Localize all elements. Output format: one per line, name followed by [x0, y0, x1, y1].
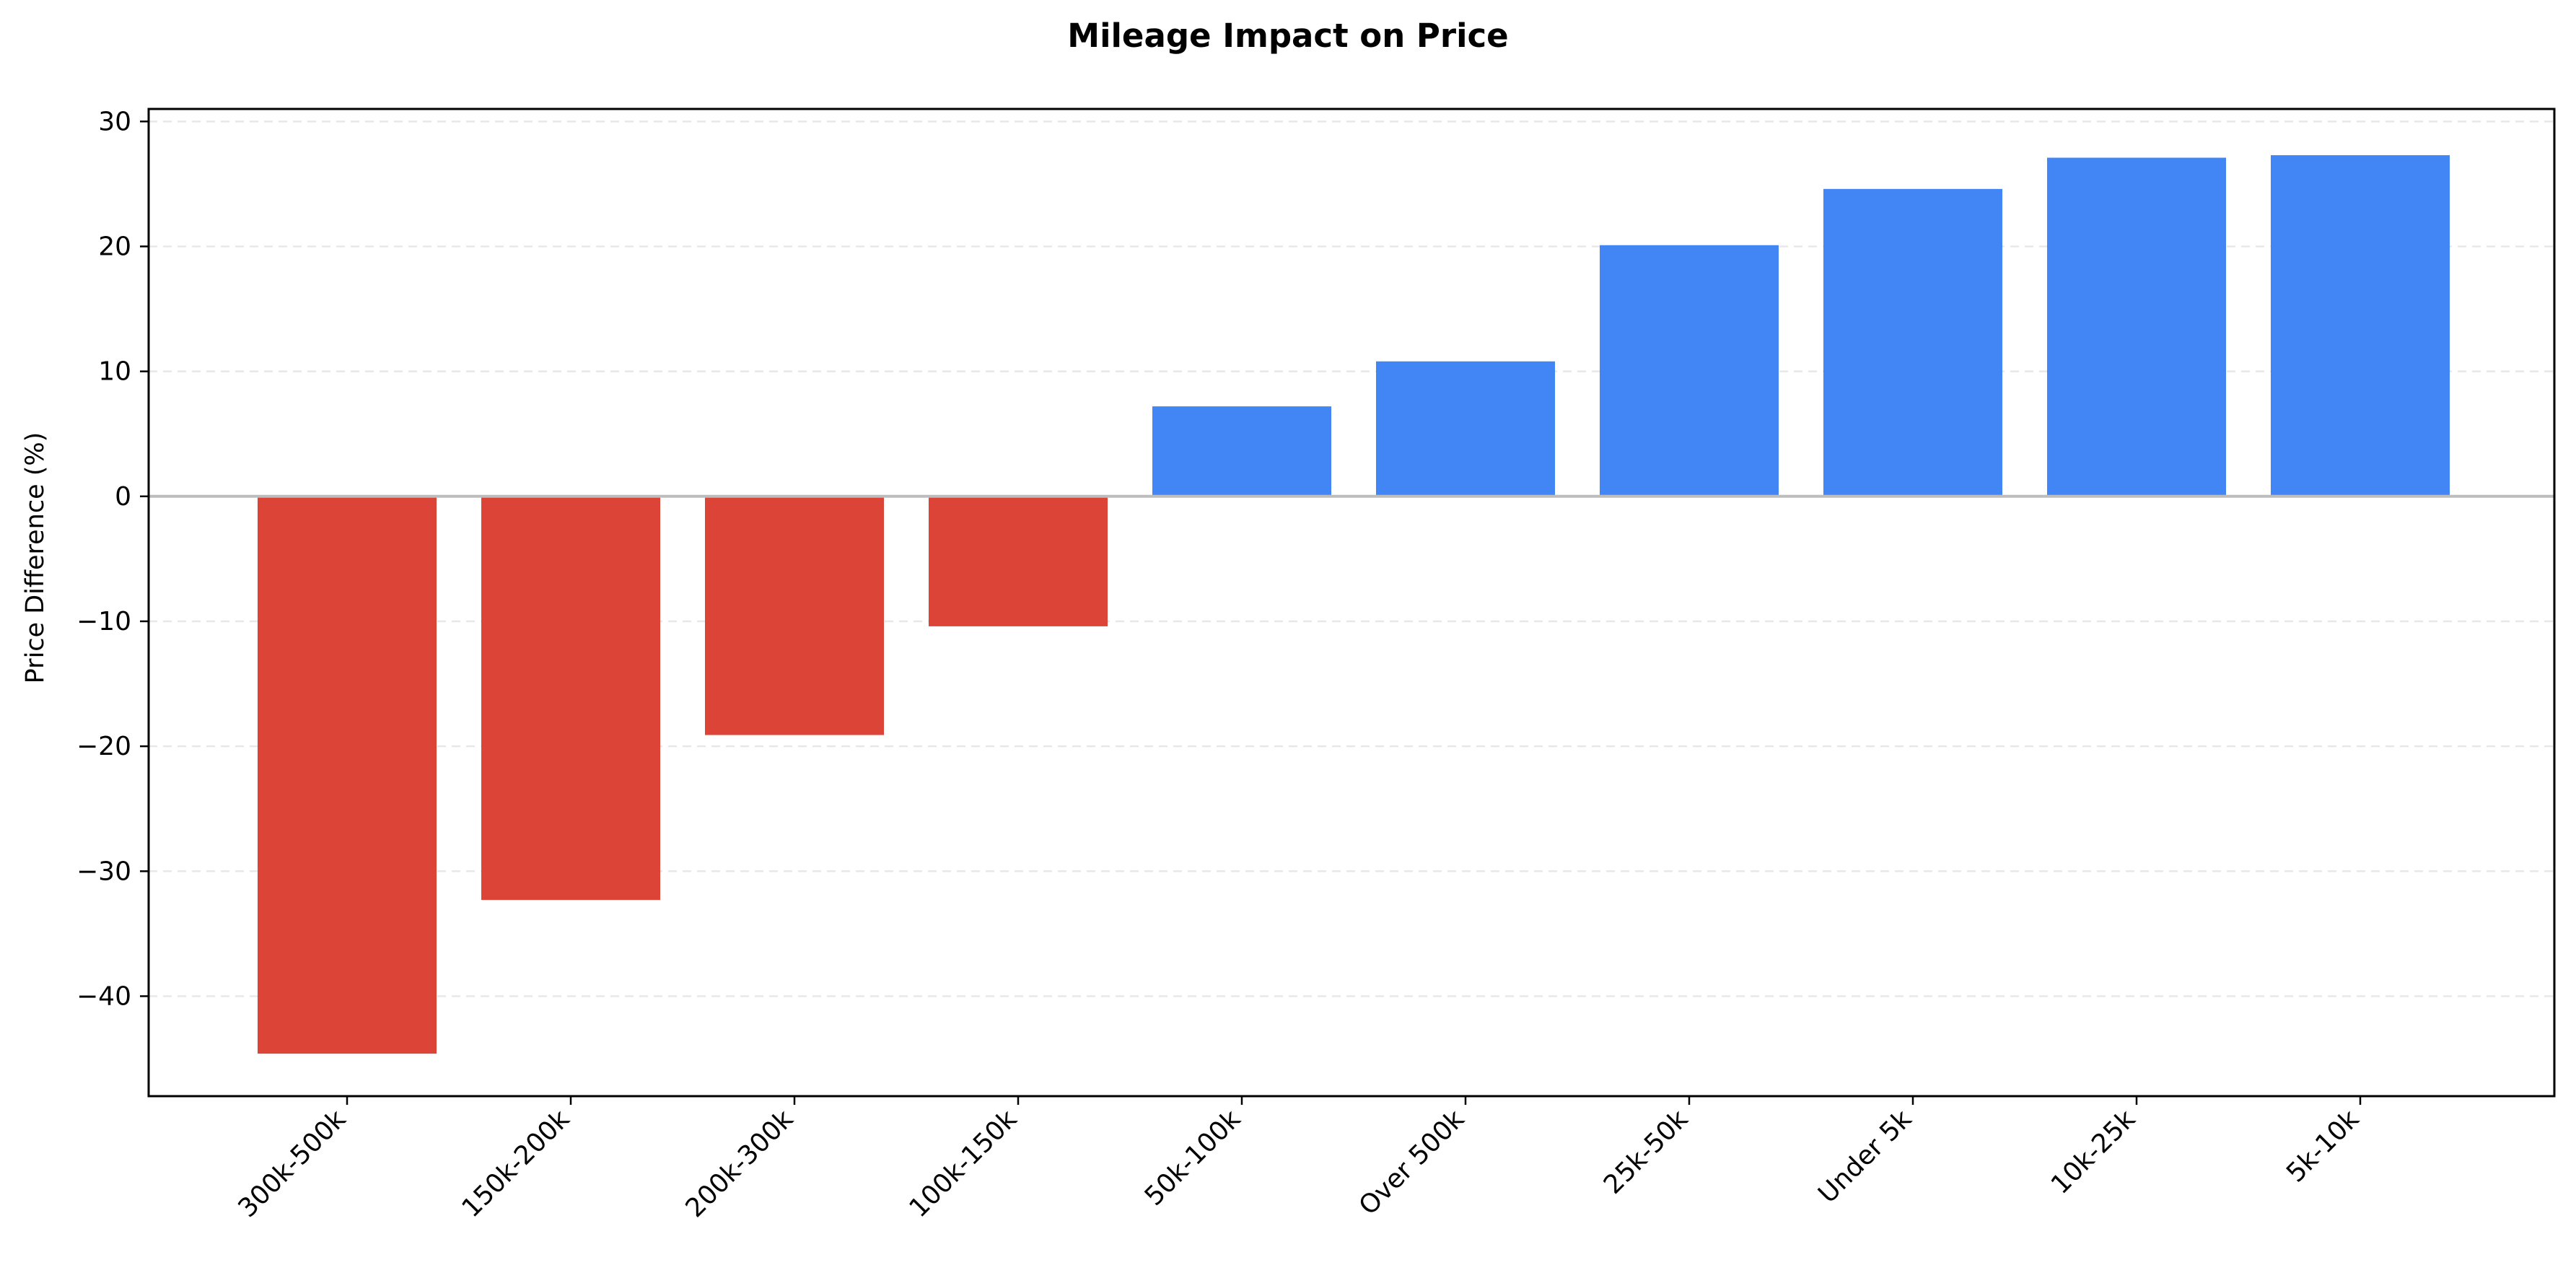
x-axis-ticks: 300k-500k 150k-200k 200k-300k 100k-150k 50k-…	[233, 1096, 2365, 1223]
y-tick-label: 30	[98, 107, 131, 136]
y-tick-label: 20	[98, 232, 131, 261]
bar	[929, 496, 1108, 626]
y-axis-ticks: 30 20 10 0 −10 −20 −30 −40	[76, 107, 149, 1011]
bar	[705, 496, 884, 735]
plot-frame	[147, 108, 2556, 1098]
bar	[2047, 157, 2226, 496]
y-tick-label: −20	[76, 732, 131, 761]
y-tick-label: −40	[76, 981, 131, 1011]
bar	[1152, 406, 1331, 496]
x-tick-label: 100k-150k	[904, 1104, 1023, 1223]
x-tick-label: Over 500k	[1354, 1104, 1471, 1221]
y-axis-label: Price Difference (%)	[21, 432, 50, 684]
x-tick-label: 5k-10k	[2281, 1104, 2365, 1188]
bars	[258, 155, 2450, 1054]
y-tick-label: −10	[76, 607, 131, 636]
y-tick-label: 10	[98, 357, 131, 387]
y-tick-label: 0	[115, 482, 131, 512]
x-tick-label: 300k-500k	[233, 1104, 352, 1223]
x-tick-label: 150k-200k	[457, 1104, 576, 1223]
bar	[1600, 245, 1779, 496]
x-tick-label: 10k-25k	[2046, 1104, 2142, 1200]
bar	[1823, 188, 2002, 496]
bar	[481, 496, 660, 901]
bar	[2271, 155, 2450, 496]
bar	[1376, 361, 1555, 496]
y-tick-label: −30	[76, 857, 131, 886]
bar	[258, 496, 437, 1054]
x-tick-label: 50k-100k	[1139, 1104, 1247, 1212]
chart-title: Mileage Impact on Price	[1067, 17, 1508, 55]
x-tick-label: 200k-300k	[680, 1104, 799, 1223]
x-tick-label: 25k-50k	[1598, 1104, 1694, 1200]
x-tick-label: Under 5k	[1813, 1104, 1917, 1209]
grid-lines	[149, 121, 2554, 997]
